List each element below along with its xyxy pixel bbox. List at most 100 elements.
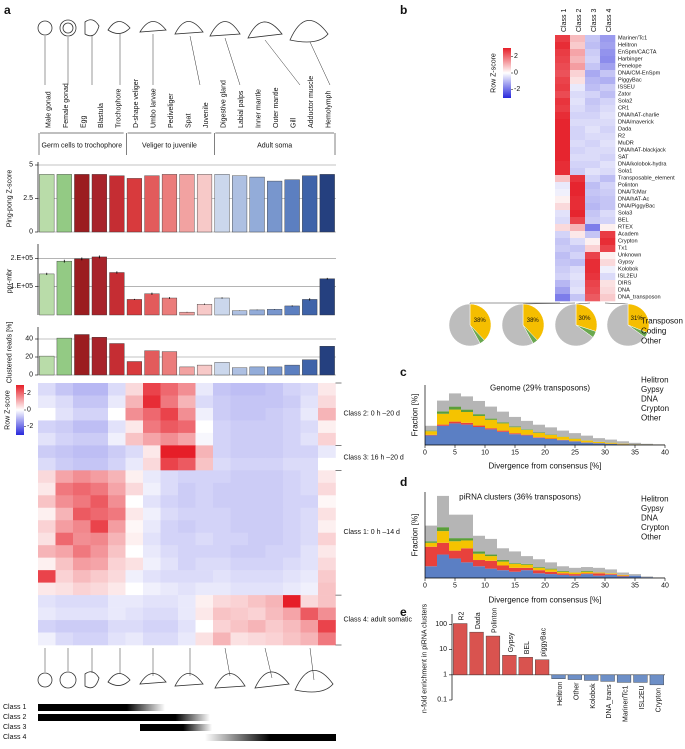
histogram-bar	[629, 574, 641, 576]
heatmap-cell	[570, 294, 586, 302]
heatmap-cell	[108, 495, 126, 509]
heatmap-cell	[73, 432, 91, 446]
histogram-bar	[461, 562, 473, 578]
heatmap-cell	[555, 98, 571, 106]
heatmap-cell	[600, 182, 616, 190]
legend-entry: Crypton	[641, 523, 669, 532]
heatmap-cell	[90, 632, 109, 646]
heatmap-cell	[230, 395, 249, 409]
heatmap-cell	[178, 432, 196, 446]
heatmap-cell	[195, 570, 214, 583]
row-label: CR1	[618, 106, 629, 112]
heatmap-cell	[600, 245, 616, 253]
heatmap-cell	[600, 77, 616, 85]
heatmap-cell	[600, 238, 616, 246]
histogram-bar	[533, 437, 545, 445]
heatmap-cell	[283, 395, 301, 409]
row-label: R2	[618, 134, 625, 140]
bar-label: Other	[573, 682, 580, 700]
heatmap-cell	[73, 457, 91, 471]
legend-entry: Gypsy	[641, 504, 664, 513]
histogram-bar	[437, 424, 449, 426]
pie-label: 30%	[578, 316, 591, 322]
heatmap-cell	[195, 482, 214, 496]
heatmap-cell	[195, 632, 214, 646]
heatmap-cell	[108, 520, 126, 534]
heatmap-cell	[600, 161, 616, 169]
heatmap-cell	[600, 112, 616, 120]
heatmap-cell	[555, 238, 571, 246]
heatmap-cell	[600, 224, 616, 232]
histogram-bar	[641, 576, 653, 578]
bar-label: ISL2EU	[639, 685, 646, 709]
histogram-bar	[473, 414, 485, 416]
row-label: DNA/TcMar	[618, 190, 647, 196]
heatmap-cell	[160, 582, 179, 596]
legend-entry: Other	[641, 337, 661, 346]
heatmap-cell	[73, 482, 91, 496]
heatmap-cell	[300, 445, 319, 459]
heatmap-cell	[230, 432, 249, 446]
y-tick-label: 20	[25, 354, 33, 361]
histogram-bar	[473, 400, 485, 415]
heatmap-cell	[213, 482, 231, 496]
heatmap-cell	[213, 582, 231, 596]
histogram-bar	[425, 566, 437, 578]
heatmap-cell	[283, 557, 301, 571]
heatmap-cell	[73, 570, 91, 583]
heatmap-cell	[55, 420, 74, 434]
legend-entry: Transposon	[641, 317, 683, 326]
heatmap-cell	[38, 495, 56, 509]
histogram-bar	[437, 411, 449, 414]
heatmap-cell	[265, 470, 284, 484]
histogram-bar	[461, 396, 473, 410]
heatmap-cell	[248, 620, 266, 633]
heatmap-cell	[125, 420, 144, 434]
bar	[267, 366, 283, 376]
heatmap-cell	[230, 457, 249, 471]
heatmap-cell	[600, 196, 616, 204]
heatmap-cell	[555, 189, 571, 197]
heatmap-cell	[160, 557, 179, 571]
heatmap-cell	[283, 607, 301, 621]
heatmap-cell	[55, 395, 74, 409]
y-tick-label: 100	[435, 621, 447, 628]
heatmap-cell	[195, 395, 214, 409]
heatmap-cell	[178, 445, 196, 459]
heatmap-cell	[178, 507, 196, 521]
heatmap-cell	[300, 620, 319, 633]
column-label: Class 4	[606, 9, 613, 32]
heatmap-cell	[318, 607, 336, 621]
heatmap-cell	[318, 532, 336, 546]
heatmap-cell	[555, 287, 571, 295]
histogram-bar	[497, 560, 509, 562]
heatmap-cell	[195, 470, 214, 484]
x-tick-label: 20	[541, 450, 549, 457]
heatmap-cell	[213, 445, 231, 459]
row-label: PiggyBac	[618, 78, 642, 84]
heatmap-cell	[108, 532, 126, 546]
pie-label: 38%	[474, 318, 487, 324]
heatmap-cell	[600, 210, 616, 218]
heatmap-cell	[55, 557, 74, 571]
bar-label: BEL	[524, 641, 531, 654]
heatmap-cell	[38, 420, 56, 434]
heatmap-cell	[318, 545, 336, 558]
heatmap-cell	[600, 287, 616, 295]
heatmap-cell	[570, 35, 586, 43]
colorbar-tick-label: -2	[514, 86, 520, 93]
row-label: RTEX	[618, 225, 633, 231]
heatmap-cell	[73, 532, 91, 546]
histogram-bar	[569, 574, 581, 576]
heatmap-cell	[143, 482, 161, 496]
heatmap-cell	[73, 607, 91, 621]
histogram-bar	[425, 435, 437, 445]
heatmap-cell	[570, 245, 586, 253]
heatmap-cell	[318, 432, 336, 446]
bar	[302, 359, 318, 376]
heatmap-cell	[125, 432, 144, 446]
heatmap-cell	[55, 495, 74, 509]
heatmap-cell	[73, 470, 91, 484]
histogram-bar	[533, 437, 545, 438]
heatmap-cell	[143, 420, 161, 434]
